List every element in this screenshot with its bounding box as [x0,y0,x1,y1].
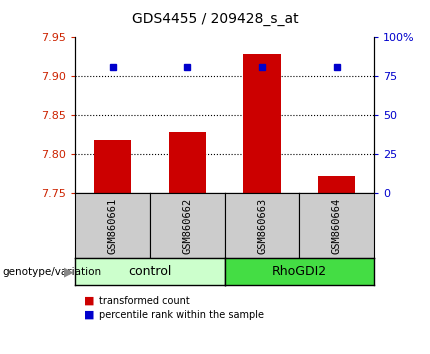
Text: GSM860662: GSM860662 [182,198,192,254]
Text: ▶: ▶ [64,265,74,278]
Text: GSM860663: GSM860663 [257,198,267,254]
Bar [243,54,281,193]
Bar [169,132,206,193]
Text: genotype/variation: genotype/variation [2,267,101,277]
Text: GSM860664: GSM860664 [332,198,342,254]
Text: RhoGDI2: RhoGDI2 [272,265,327,278]
Text: ■: ■ [84,310,94,320]
Bar [94,140,131,193]
Text: control: control [128,265,172,278]
Text: GSM860661: GSM860661 [108,198,118,254]
Text: ■: ■ [84,296,94,306]
Text: transformed count: transformed count [99,296,190,306]
Text: GDS4455 / 209428_s_at: GDS4455 / 209428_s_at [132,12,298,27]
Bar [318,176,356,193]
Text: percentile rank within the sample: percentile rank within the sample [99,310,264,320]
